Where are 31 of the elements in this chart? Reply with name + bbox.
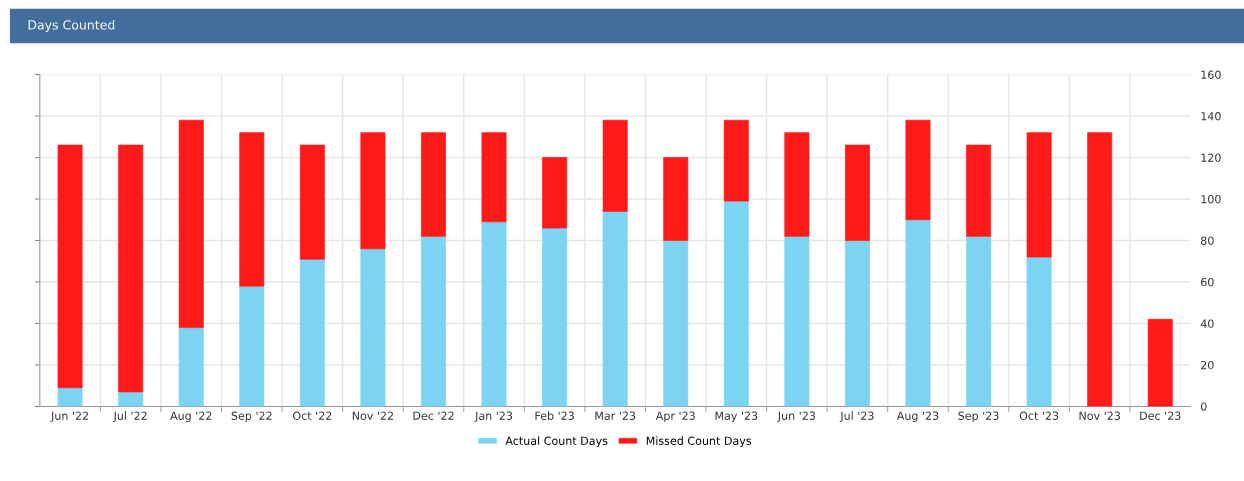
x-tick-label: Sep '22 — [231, 411, 272, 423]
chart-title: Days Counted — [28, 19, 115, 33]
legend-label: Actual Count Days — [505, 436, 608, 448]
x-tick-label: Dec '23 — [1140, 411, 1181, 420]
x-tick-label: Jun '23 — [777, 411, 815, 422]
y-tick-label: 60 — [1201, 277, 1214, 287]
y-tick-label: 80 — [1200, 236, 1214, 245]
x-tick-label: Oct '22 — [293, 411, 332, 420]
y-tick-label: 40 — [1200, 319, 1214, 328]
y-tick-label: 0 — [1200, 402, 1207, 411]
x-tick-label: Dec '22 — [413, 411, 454, 420]
x-tick-label: Jul '22 — [113, 411, 147, 422]
x-tick-label: Nov '22 — [352, 411, 393, 420]
x-tick-label: May '23 — [715, 411, 758, 423]
x-tick-label: Oct '23 — [1019, 411, 1059, 420]
y-tick-label: 160 — [1201, 70, 1221, 79]
x-tick-label: Aug '22 — [170, 411, 212, 423]
y-tick-label: 100 — [1201, 194, 1221, 204]
x-tick-label: Aug '23 — [896, 411, 939, 423]
x-tick-label: Nov '23 — [1079, 411, 1120, 420]
x-tick-label: Jul '23 — [839, 411, 874, 422]
legend-label: Missed Count Days — [646, 436, 752, 448]
x-tick-label: Jan '23 — [474, 411, 513, 422]
x-tick-label: Sep '23 — [958, 411, 999, 423]
y-tick-label: 140 — [1201, 112, 1221, 121]
y-tick-label: 120 — [1201, 153, 1221, 162]
x-tick-label: Jun '22 — [50, 411, 89, 422]
x-tick-label: Mar '23 — [595, 411, 636, 420]
x-tick-label: Feb '23 — [535, 411, 574, 420]
y-tick-label: 20 — [1201, 360, 1214, 370]
x-tick-label: Apr '23 — [655, 411, 695, 423]
